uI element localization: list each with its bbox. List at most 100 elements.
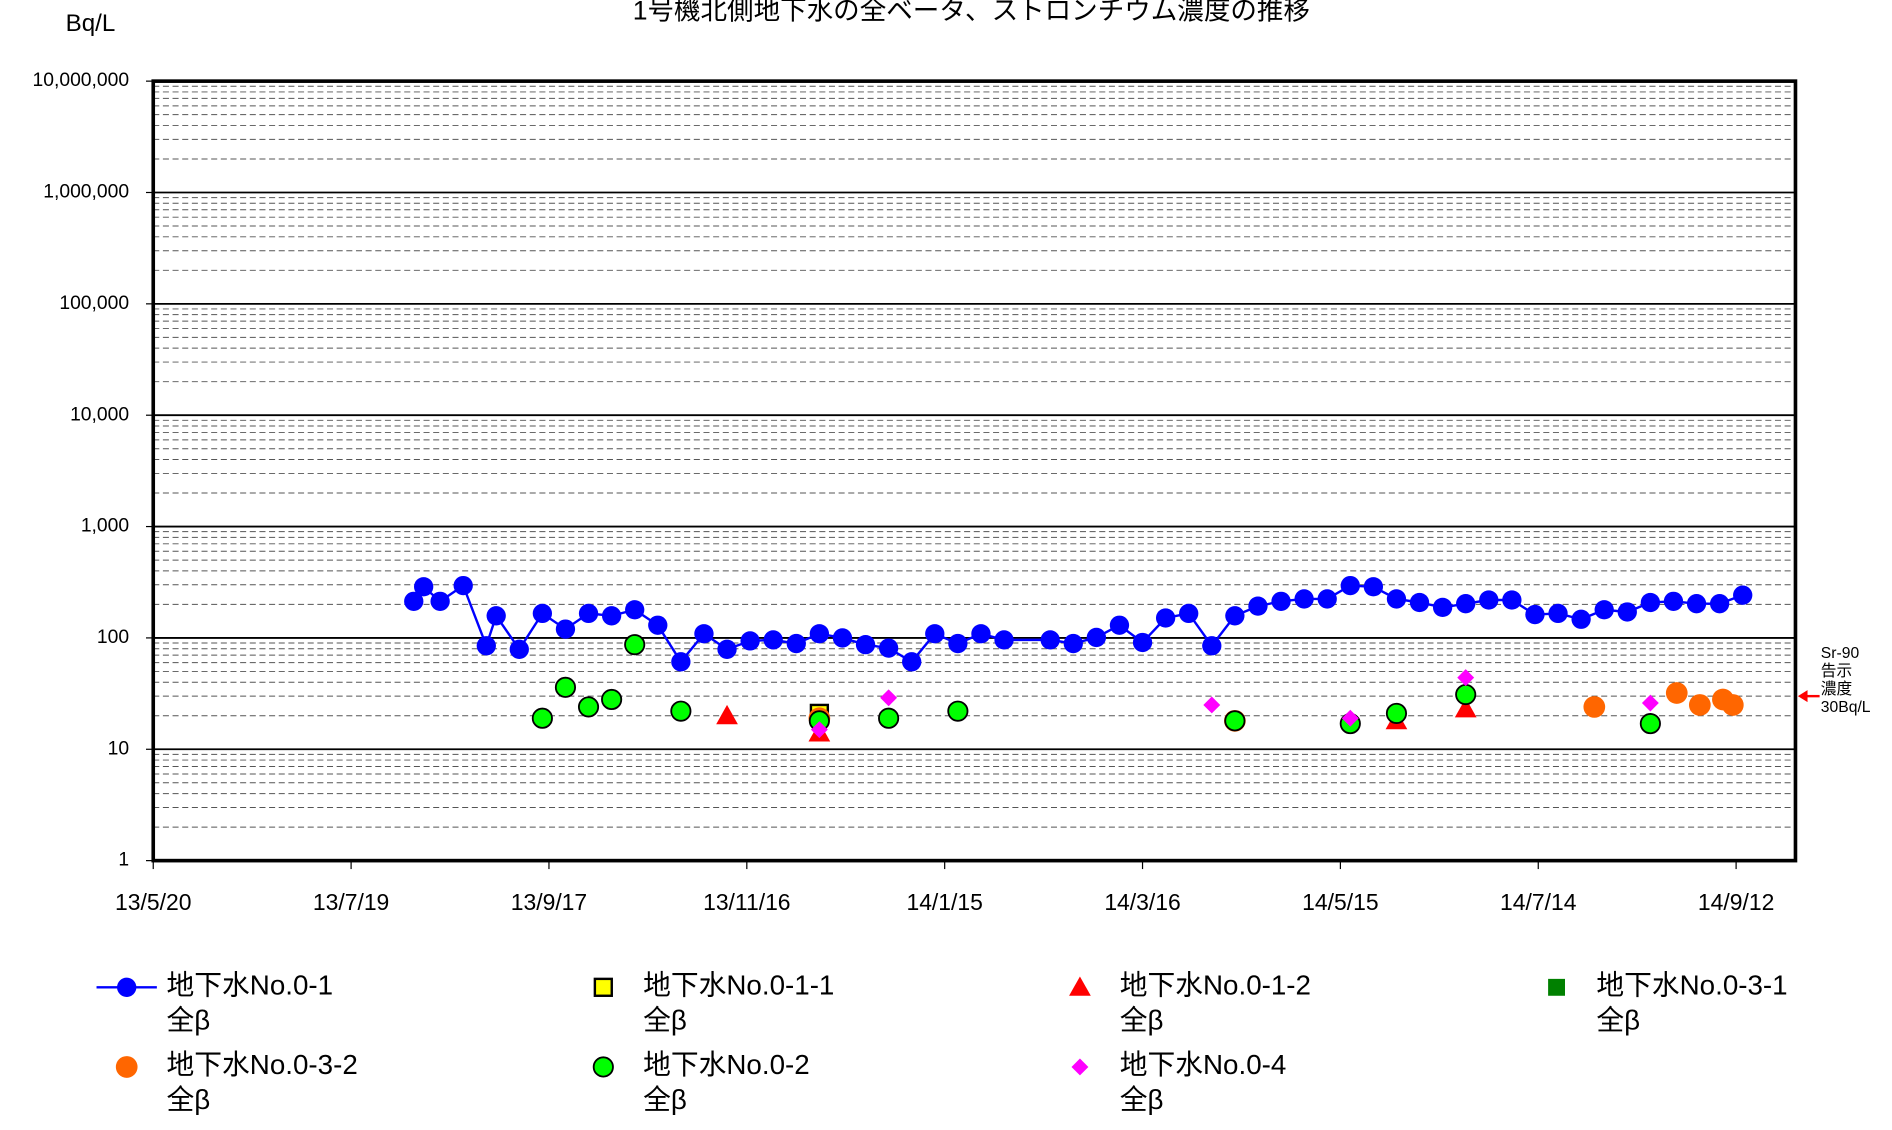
y-tick-label: 10 [108, 738, 129, 759]
data-point [1386, 589, 1407, 609]
data-point [1617, 602, 1637, 622]
legend-entry: 地下水No.0-4 全β [1119, 1048, 1287, 1116]
legend-marker [1071, 1058, 1089, 1076]
legend-label: 地下水No.0-1-2 全β [1119, 969, 1311, 1036]
data-point [878, 707, 900, 729]
chart-title: 1号機北側地下水の全ベータ、ストロンチウム濃度の推移 [633, 0, 1310, 25]
data-point [902, 652, 922, 672]
data-point [1155, 608, 1176, 628]
data-point [1641, 694, 1659, 712]
data-point [1548, 603, 1568, 624]
data-point [1294, 589, 1314, 609]
x-tick-label: 13/11/16 [703, 889, 790, 915]
data-point [1571, 609, 1591, 629]
data-point [1317, 589, 1337, 609]
data-point [577, 696, 600, 718]
y-axis-label: Bq/L [66, 10, 116, 37]
data-point [601, 688, 623, 711]
data-point [832, 628, 853, 648]
data-point [1502, 590, 1522, 610]
data-point [1479, 590, 1499, 610]
annotation-text: Sr-90 告示 濃度 30Bq/L [1820, 643, 1871, 716]
data-point [994, 630, 1014, 650]
x-tick-label: 14/1/15 [906, 889, 982, 915]
data-point [740, 631, 760, 651]
legend-entry: 地下水No.0-1 全β [166, 969, 334, 1036]
data-point [880, 689, 898, 707]
data-point [1203, 696, 1221, 714]
legend-marker [592, 1056, 614, 1078]
annotation-arrow [1797, 690, 1808, 703]
data-point [763, 630, 783, 650]
data-point [1640, 592, 1661, 613]
data-point [1455, 683, 1477, 706]
data-point [1456, 594, 1476, 614]
data-point [1271, 591, 1291, 612]
data-point [1063, 633, 1083, 654]
data-point [1639, 713, 1661, 735]
data-point [717, 639, 737, 659]
data-point [1663, 591, 1684, 612]
data-point [1040, 630, 1060, 650]
x-tick-label: 13/7/19 [313, 889, 389, 915]
x-tick-label: 14/3/16 [1104, 889, 1180, 915]
data-point [1688, 694, 1711, 716]
data-point [1733, 585, 1753, 605]
data-point [1086, 627, 1107, 648]
data-point [625, 600, 645, 620]
marks [404, 575, 1753, 742]
data-point [1109, 615, 1130, 635]
data-point [694, 624, 714, 644]
legend-entry: 地下水No.0-3-2 全β [166, 1048, 358, 1116]
data-point [1202, 636, 1222, 656]
legend-entry: 地下水No.0-1-2 全β [1119, 969, 1311, 1036]
data-point [1340, 575, 1360, 596]
data-point [1179, 603, 1199, 624]
data-point [476, 636, 496, 656]
data-point [1341, 709, 1359, 727]
data-point [716, 704, 738, 725]
data-point [486, 606, 506, 626]
data-point [578, 603, 599, 624]
data-point [1525, 604, 1545, 625]
data-point [1686, 594, 1707, 614]
data-point [555, 619, 576, 639]
data-point [878, 638, 899, 658]
legend-marker [117, 977, 137, 997]
legend-label: 地下水No.0-3-2 全β [166, 1048, 358, 1116]
data-point [1432, 597, 1453, 618]
data-point [948, 633, 968, 654]
data-point [1132, 632, 1153, 653]
data-point [1224, 710, 1246, 732]
data-point [1721, 694, 1744, 716]
data-point [1665, 682, 1688, 704]
y-tick-label: 1,000,000 [43, 182, 129, 203]
legend-entry: 地下水No.0-3-1 全β [1596, 969, 1788, 1036]
data-point [1709, 594, 1730, 614]
data-point [1583, 696, 1606, 718]
y-tick-label: 1 [118, 850, 129, 871]
plot-frame [151, 79, 1798, 863]
data-point [810, 721, 828, 739]
data-point [925, 624, 945, 644]
legend-label: 地下水No.0-1-1 全β [643, 969, 835, 1036]
data-point [509, 639, 529, 659]
data-point [1409, 592, 1430, 613]
data-point [1594, 600, 1614, 620]
data-point [624, 634, 646, 656]
y-tick-label: 100,000 [59, 293, 129, 314]
legend-label: 地下水No.0-2 全β [643, 1048, 810, 1116]
data-point [1385, 702, 1408, 724]
data-point [413, 577, 434, 597]
data-point [1225, 606, 1245, 626]
data-point [532, 603, 553, 624]
data-point [671, 652, 691, 672]
legend-label: 地下水No.0-4 全β [1119, 1048, 1287, 1116]
legend-entry: 地下水No.0-1-1 全β [643, 969, 835, 1036]
legend-marker [1069, 976, 1091, 996]
legend-label: 地下水No.0-1 全β [166, 969, 334, 1036]
annotation: Sr-90 告示 濃度 30Bq/L [1820, 643, 1871, 716]
grid [146, 79, 1798, 870]
legend-label: 地下水No.0-3-1 全β [1596, 969, 1788, 1036]
